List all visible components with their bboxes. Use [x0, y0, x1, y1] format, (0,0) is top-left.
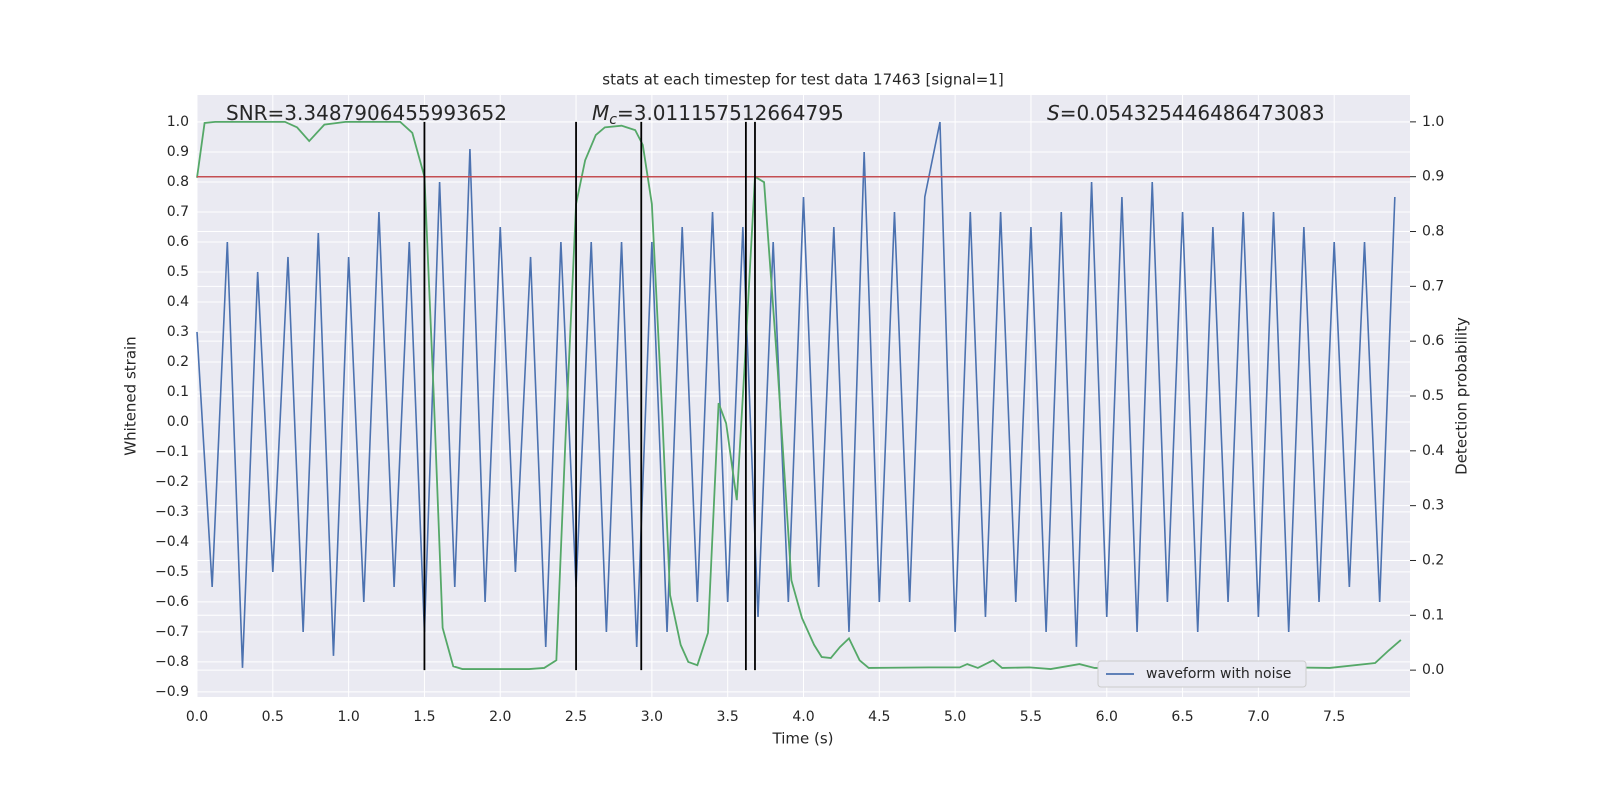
annotation-symbol: S [1047, 101, 1060, 125]
x-tick-label: 1.0 [337, 709, 359, 725]
y-tick-label: 0.0 [167, 414, 189, 430]
y-tick-label: 0.7 [167, 204, 189, 220]
legend-box [1097, 660, 1307, 688]
y-tick-label: −0.7 [155, 624, 189, 640]
series-line [196, 121, 1396, 668]
y2-tick-label: 0.4 [1422, 443, 1444, 459]
y2-tick-label: 0.6 [1422, 333, 1444, 349]
y2-tick-label: 0.7 [1422, 278, 1444, 294]
y-tick-label: 1.0 [167, 114, 189, 130]
y2-tick-label: 0.3 [1422, 498, 1444, 514]
legend: waveform with noise [1097, 660, 1307, 688]
x-tick-label: 6.5 [1171, 709, 1193, 725]
y2-tick-label: 0.2 [1422, 552, 1444, 568]
annotation-text: =0.054325446486473083 [1060, 101, 1325, 125]
x-tick-label: 4.0 [792, 709, 814, 725]
y-tick-label: 0.1 [167, 384, 189, 400]
y2-tick-label: 1.0 [1422, 114, 1444, 130]
y-tick-label: −0.6 [155, 594, 189, 610]
y-tick-label: −0.5 [155, 564, 189, 580]
y2-tick-label: 0.5 [1422, 388, 1444, 404]
y2-tick-label: 0.8 [1422, 224, 1444, 240]
x-tick-label: 7.0 [1247, 709, 1269, 725]
x-tick-label: 7.5 [1323, 709, 1345, 725]
y-tick-label: 0.3 [167, 324, 189, 340]
x-axis-label: Time (s) [772, 730, 834, 748]
y-tick-label: 0.9 [167, 144, 189, 160]
legend-label: waveform with noise [1146, 666, 1291, 682]
y2-tick-label: 0.9 [1422, 169, 1444, 185]
x-tick-label: 0.0 [186, 709, 208, 725]
annotation-symbol: M [592, 101, 609, 125]
y-tick-label: −0.2 [155, 474, 189, 490]
y-tick-label: 0.2 [167, 354, 189, 370]
x-tick-label: 2.5 [565, 709, 587, 725]
y-tick-label: 0.8 [167, 174, 189, 190]
y2-tick-label: 0.1 [1422, 607, 1444, 623]
annotation: SNR=3.3487906455993652 [226, 101, 507, 125]
x-tick-label: 5.0 [944, 709, 966, 725]
y-axis-label: Whitened strain [122, 336, 140, 455]
annotation: Mc=3.011157512664795 [592, 101, 844, 129]
annotation-text: =3.011157512664795 [617, 101, 844, 125]
y-tick-label: 0.5 [167, 264, 189, 280]
x-tick-label: 5.5 [1020, 709, 1042, 725]
x-tick-label: 3.0 [641, 709, 663, 725]
y2-axis-label: Detection probability [1453, 317, 1471, 475]
y-tick-label: −0.8 [155, 654, 189, 670]
x-tick-label: 0.5 [262, 709, 284, 725]
chart-title: stats at each timestep for test data 174… [602, 71, 1003, 89]
y-tick-label: −0.1 [155, 444, 189, 460]
x-tick-label: 6.0 [1096, 709, 1118, 725]
x-tick-label: 4.5 [868, 709, 890, 725]
y-tick-label: 0.6 [167, 234, 189, 250]
x-tick-label: 3.5 [717, 709, 739, 725]
annotation: S=0.054325446486473083 [1047, 101, 1325, 125]
y-tick-label: 0.4 [167, 294, 189, 310]
annotation-text: SNR=3.3487906455993652 [226, 101, 507, 125]
y-tick-label: −0.3 [155, 504, 189, 520]
series-line [196, 120, 1402, 670]
x-tick-label: 2.0 [489, 709, 511, 725]
y-tick-label: −0.9 [155, 684, 189, 700]
y-tick-label: −0.4 [155, 534, 189, 550]
annotation-subscript: c [609, 112, 617, 128]
y2-tick-label: 0.0 [1422, 662, 1444, 678]
x-tick-label: 1.5 [413, 709, 435, 725]
